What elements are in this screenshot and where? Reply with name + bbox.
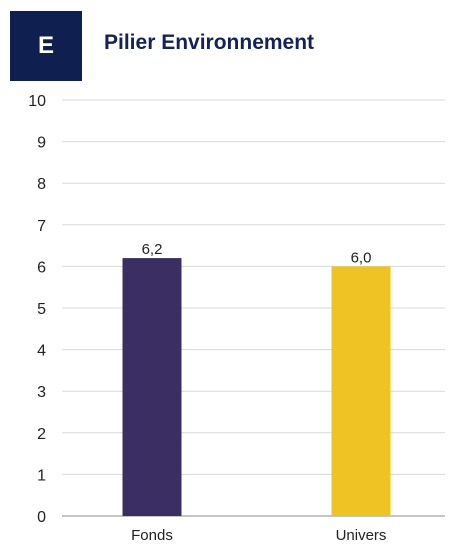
x-tick-label: Fonds	[131, 527, 173, 544]
y-tick-label: 6	[37, 259, 46, 276]
data-label: 6,0	[351, 249, 372, 266]
y-tick-label: 3	[37, 384, 46, 401]
bar-univers	[331, 266, 391, 516]
y-tick-label: 1	[37, 467, 46, 484]
y-tick-label: 2	[37, 426, 46, 443]
y-tick-label: 8	[37, 176, 46, 193]
chart-title: Pilier Environnement	[104, 31, 315, 54]
y-tick-label: 10	[28, 93, 46, 110]
y-tick-label: 0	[37, 509, 46, 526]
y-tick-label: 4	[37, 343, 46, 360]
y-tick-label: 5	[37, 301, 46, 318]
pillar-letter: E	[37, 32, 54, 59]
bar-fonds	[122, 258, 182, 516]
pillar-badge: E	[10, 11, 82, 81]
data-label: 6,2	[142, 241, 163, 258]
y-tick-label: 7	[37, 218, 46, 235]
y-tick-label: 9	[37, 135, 46, 152]
x-tick-label: Univers	[336, 527, 387, 544]
